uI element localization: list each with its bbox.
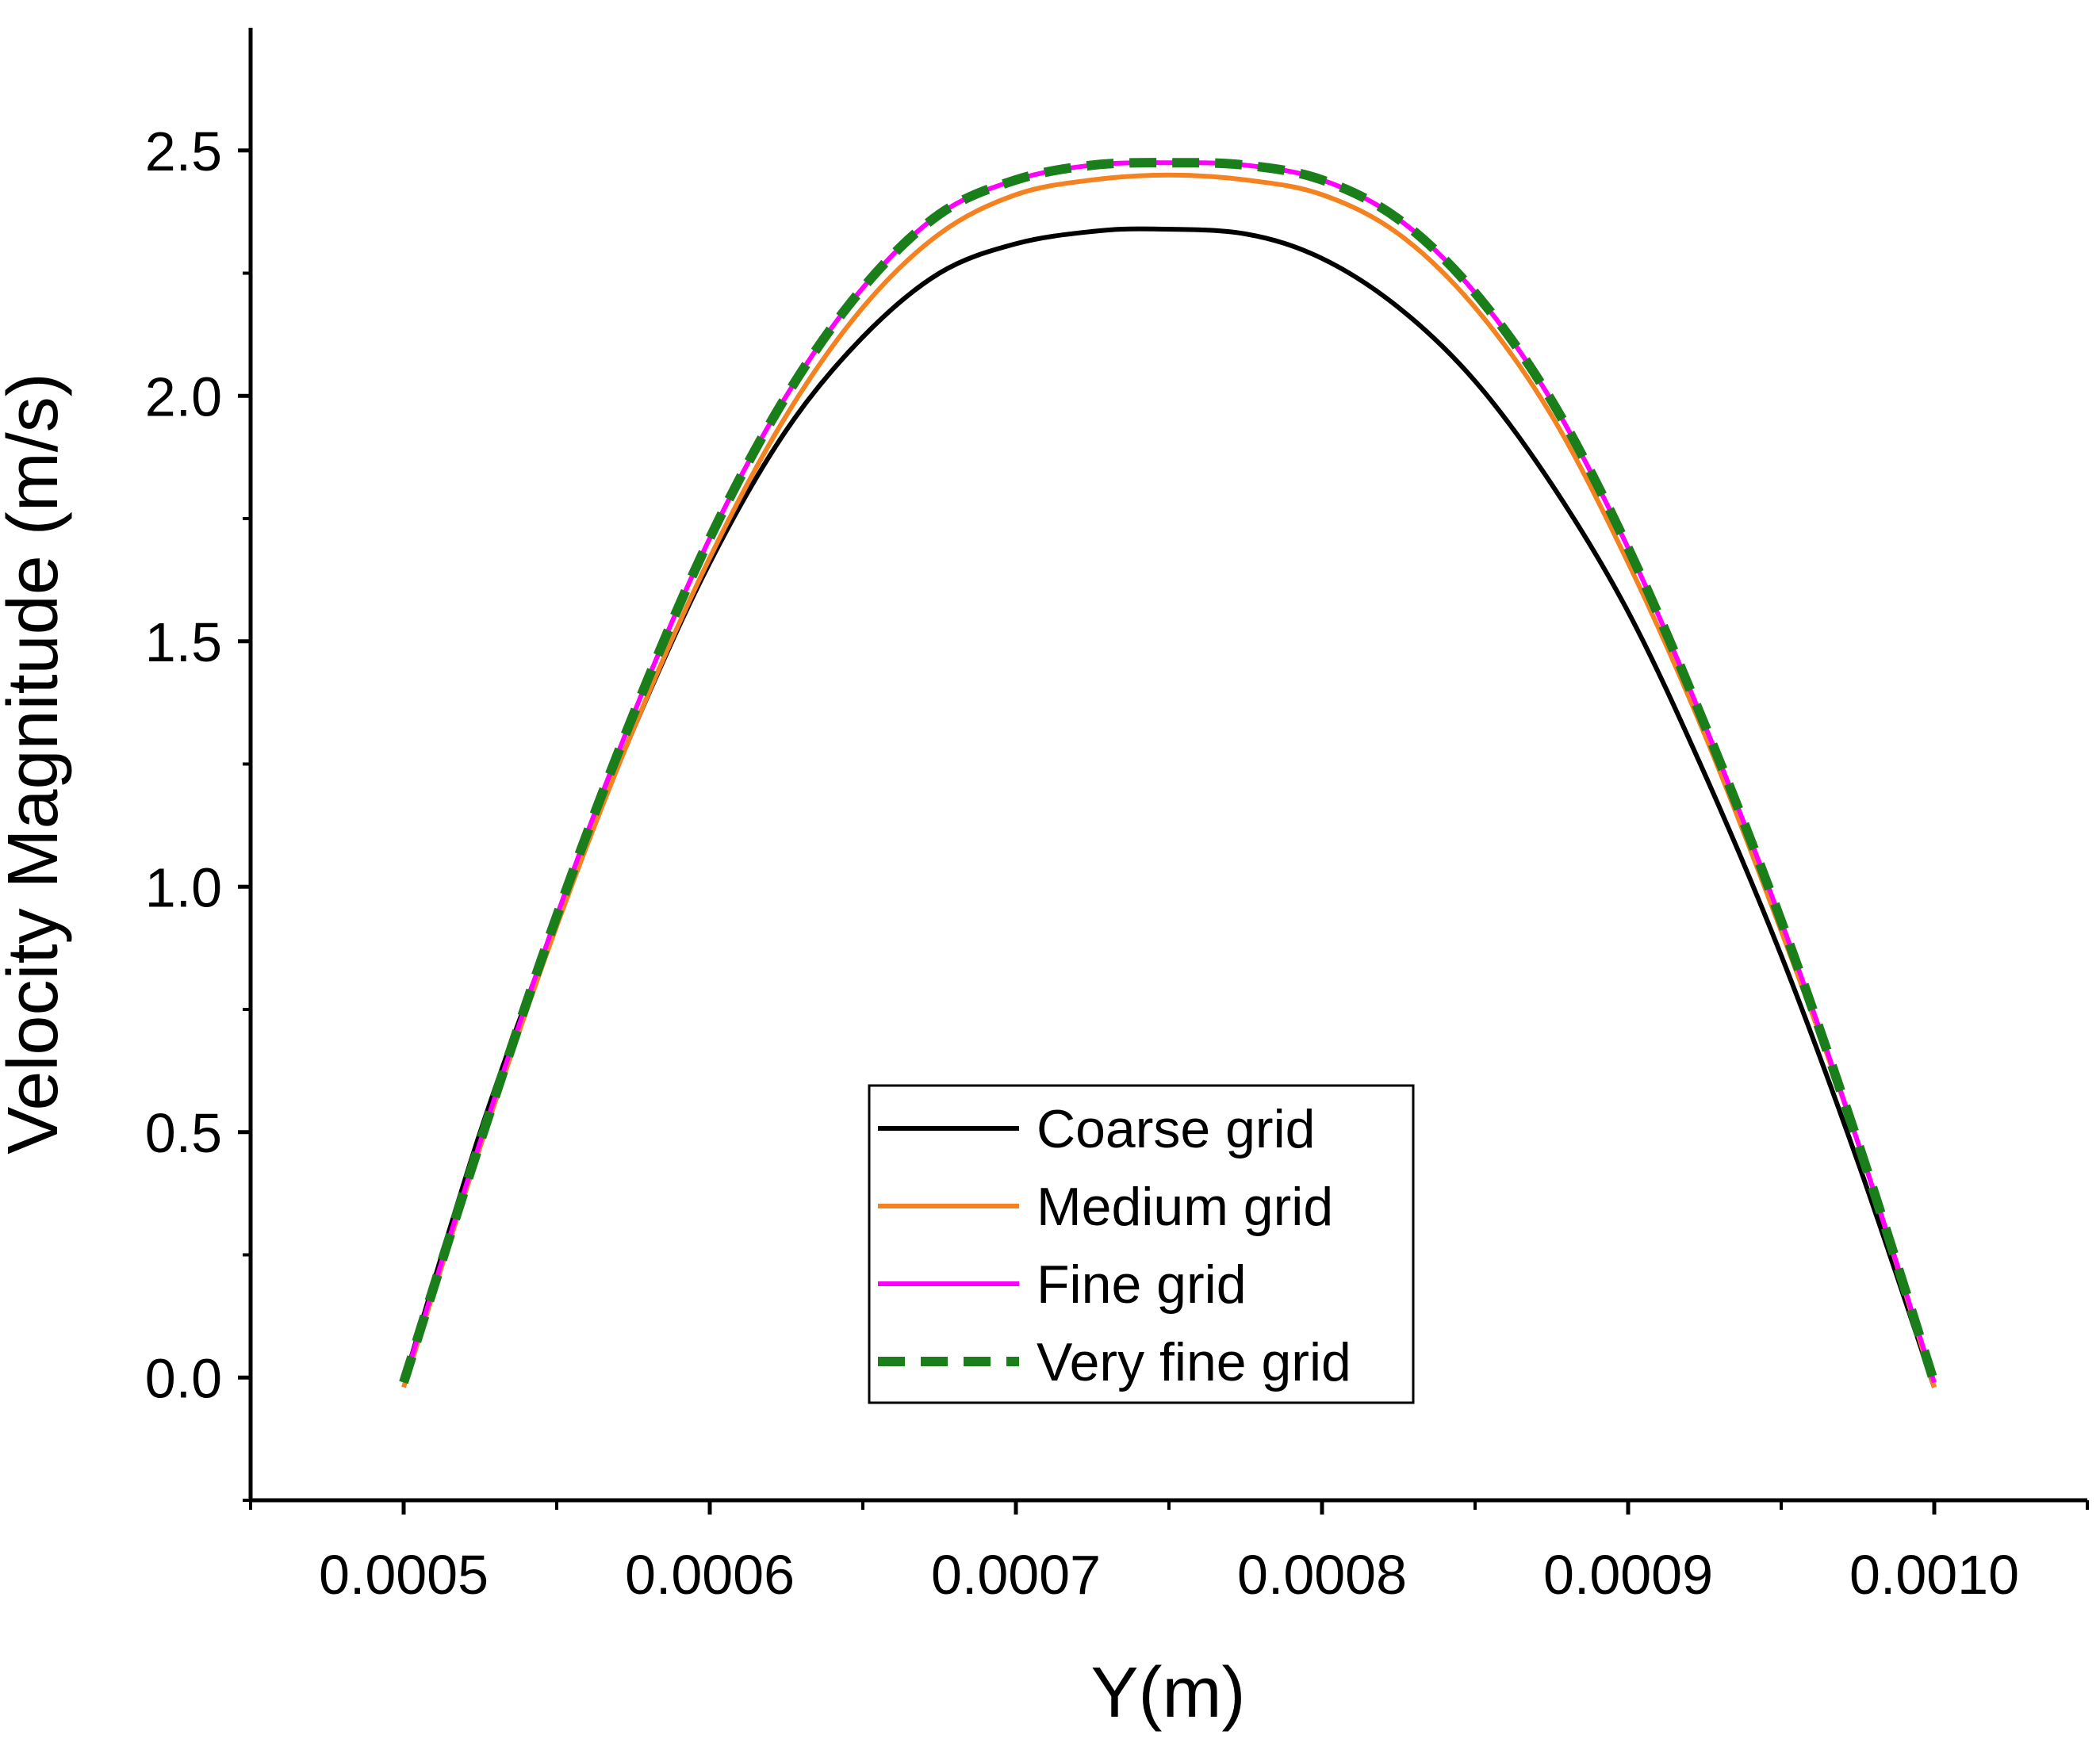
y-axis-title: Velocity Magnitude (m/s) [0, 373, 73, 1154]
legend: Coarse grid Medium grid Fine grid Very f… [868, 1084, 1415, 1404]
y-tick-label: 0.0 [145, 1347, 222, 1409]
series-line-very-fine-grid [399, 158, 1939, 1384]
y-tick-label: 2.5 [145, 121, 222, 182]
legend-label-fine: Fine grid [1037, 1254, 1247, 1315]
x-tick-label: 0.0010 [1849, 1544, 2019, 1606]
x-tick-label: 0.0005 [319, 1544, 489, 1606]
legend-label-medium: Medium grid [1037, 1177, 1333, 1237]
legend-label-coarse: Coarse grid [1037, 1099, 1316, 1159]
legend-box [868, 1084, 1415, 1404]
y-ticks: 0.0 0.5 1.0 1.5 2.0 2.5 [145, 121, 251, 1502]
x-tick-label: 0.0006 [625, 1544, 795, 1606]
y-tick-label: 2.0 [145, 366, 222, 427]
x-tick-label: 0.0007 [931, 1544, 1101, 1606]
x-axis-title: Y(m) [1091, 1653, 1246, 1733]
series-layer [399, 158, 1939, 1388]
y-tick-label: 0.5 [145, 1102, 222, 1164]
legend-label-very-fine: Very fine grid [1037, 1332, 1351, 1392]
y-tick-label: 1.0 [145, 856, 222, 918]
x-tick-label: 0.0008 [1237, 1544, 1407, 1606]
x-tick-label: 0.0009 [1543, 1544, 1713, 1606]
y-tick-label: 1.5 [145, 611, 222, 673]
x-ticks: 0.0005 0.0006 0.0007 0.0008 0.0009 0.0010 [249, 1500, 2089, 1606]
